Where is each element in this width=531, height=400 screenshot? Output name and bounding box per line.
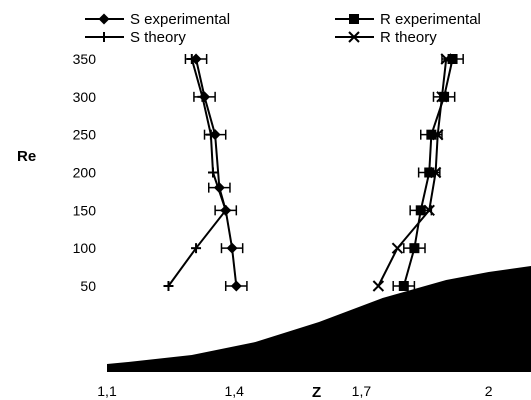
legend-marker-shape [348, 31, 360, 43]
data-point [432, 128, 444, 141]
data-point [220, 205, 231, 216]
legend-marker-s-theory [99, 32, 109, 42]
data-point [230, 280, 242, 292]
legend-marker-shape [99, 32, 109, 42]
data-point [191, 243, 202, 254]
legend-marker-shape [98, 13, 110, 25]
data-point [439, 91, 450, 102]
x-tick-label: 2 [485, 383, 493, 399]
legend-marker-r-theory [348, 31, 360, 43]
x-tick-label: 1,7 [352, 383, 372, 399]
data-point [429, 166, 442, 179]
y-tick-label: 50 [80, 278, 96, 294]
series-1 [163, 54, 231, 291]
data-point [409, 243, 420, 254]
series-3 [372, 53, 452, 292]
data-point [205, 129, 216, 140]
y-tick-labels: 50 100 150 200 250 300 350 [73, 51, 97, 294]
x-tick-label: 1,1 [97, 383, 117, 399]
data-point [398, 281, 409, 291]
series-0 [184, 53, 248, 292]
data-point [423, 204, 435, 217]
data-point [436, 91, 448, 103]
y-tick-label: 300 [73, 89, 97, 105]
legend-entry-r-experimental: R experimental [335, 11, 481, 28]
shaded-profile [107, 265, 531, 372]
legend-entry-s-theory: S theory [85, 29, 186, 46]
legend-marker-shape [349, 14, 359, 24]
legend-label-r-theory: R theory [380, 29, 437, 46]
y-tick-label: 150 [73, 202, 97, 218]
legend-marker-s-experimental [98, 13, 110, 25]
y-tick-label: 200 [73, 165, 97, 181]
data-point [415, 205, 426, 216]
data-point [372, 280, 385, 292]
data-point [186, 54, 197, 64]
y-axis-title: Re [17, 148, 36, 165]
x-tick-label: 1,4 [224, 383, 244, 399]
series-2 [392, 54, 464, 291]
legend: S experimental S theory R experimental R… [85, 11, 481, 46]
legend-label-r-experimental: R experimental [380, 11, 481, 28]
data-point [226, 242, 238, 254]
y-tick-label: 250 [73, 127, 97, 143]
data-point [208, 167, 218, 178]
data-point [163, 281, 174, 291]
legend-label-s-theory: S theory [130, 29, 186, 46]
data-point [391, 242, 404, 254]
legend-marker-r-experimental [349, 14, 359, 24]
x-axis-title: Z [312, 384, 321, 400]
data-point [197, 91, 208, 102]
y-tick-label: 100 [73, 240, 97, 256]
legend-entry-s-experimental: S experimental [85, 11, 230, 28]
y-tick-label: 350 [73, 51, 97, 67]
series-layer [163, 53, 464, 292]
legend-entry-r-theory: R theory [335, 29, 437, 46]
data-point [447, 54, 458, 64]
data-point [426, 129, 437, 140]
x-tick-labels: 1,1 1,4 1,7 2 [97, 383, 492, 399]
data-point [424, 167, 435, 178]
data-point [440, 53, 452, 65]
legend-label-s-experimental: S experimental [130, 11, 230, 28]
